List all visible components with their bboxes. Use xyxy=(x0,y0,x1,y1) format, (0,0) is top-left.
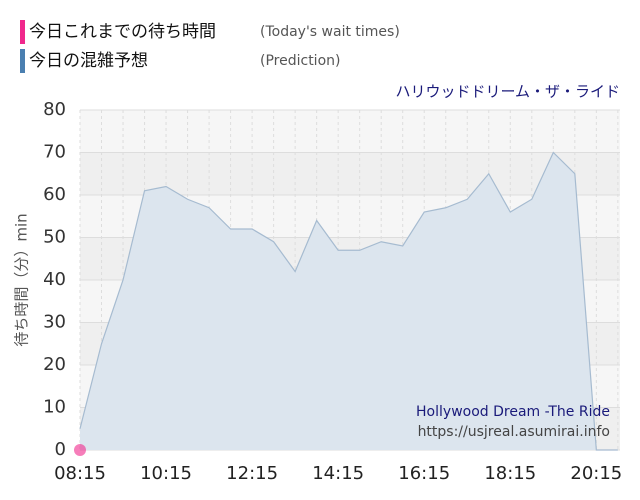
y-tick-label: 30 xyxy=(43,312,66,333)
x-tick-label: 10:15 xyxy=(140,463,192,484)
prediction-line xyxy=(79,151,618,451)
chart-title: ハリウッドドリーム・ザ・ライド xyxy=(395,83,620,101)
watermark-name: Hollywood Dream -The Ride xyxy=(416,404,610,420)
legend-swatch xyxy=(20,20,25,44)
today-point xyxy=(74,444,86,456)
y-tick-label: 20 xyxy=(43,354,66,375)
x-tick-label: 16:15 xyxy=(398,463,450,484)
legend-note: (Today's wait times) xyxy=(260,24,400,40)
y-tick-label: 70 xyxy=(43,142,66,163)
y-tick-label: 80 xyxy=(43,99,66,120)
watermark-url: https://usjreal.asumirai.info xyxy=(418,424,610,440)
x-tick-label: 18:15 xyxy=(484,463,536,484)
legend-label: 今日の混雑予想 xyxy=(29,51,148,71)
plot-band xyxy=(80,152,620,195)
y-tick-label: 60 xyxy=(43,184,66,205)
x-tick-label: 12:15 xyxy=(226,463,278,484)
x-tick-label: 08:15 xyxy=(54,463,106,484)
y-axis-label: 待ち時間（分）min xyxy=(13,213,31,346)
legend-label: 今日これまでの待ち時間 xyxy=(29,22,216,42)
legend-note: (Prediction) xyxy=(260,53,340,69)
legend-swatch xyxy=(20,49,25,73)
y-tick-label: 50 xyxy=(43,227,66,248)
x-tick-label: 20:15 xyxy=(570,463,622,484)
prediction-area xyxy=(80,152,618,450)
x-tick-label: 14:15 xyxy=(312,463,364,484)
y-tick-label: 40 xyxy=(43,269,66,290)
y-tick-label: 0 xyxy=(55,439,66,460)
y-tick-label: 10 xyxy=(43,397,66,418)
